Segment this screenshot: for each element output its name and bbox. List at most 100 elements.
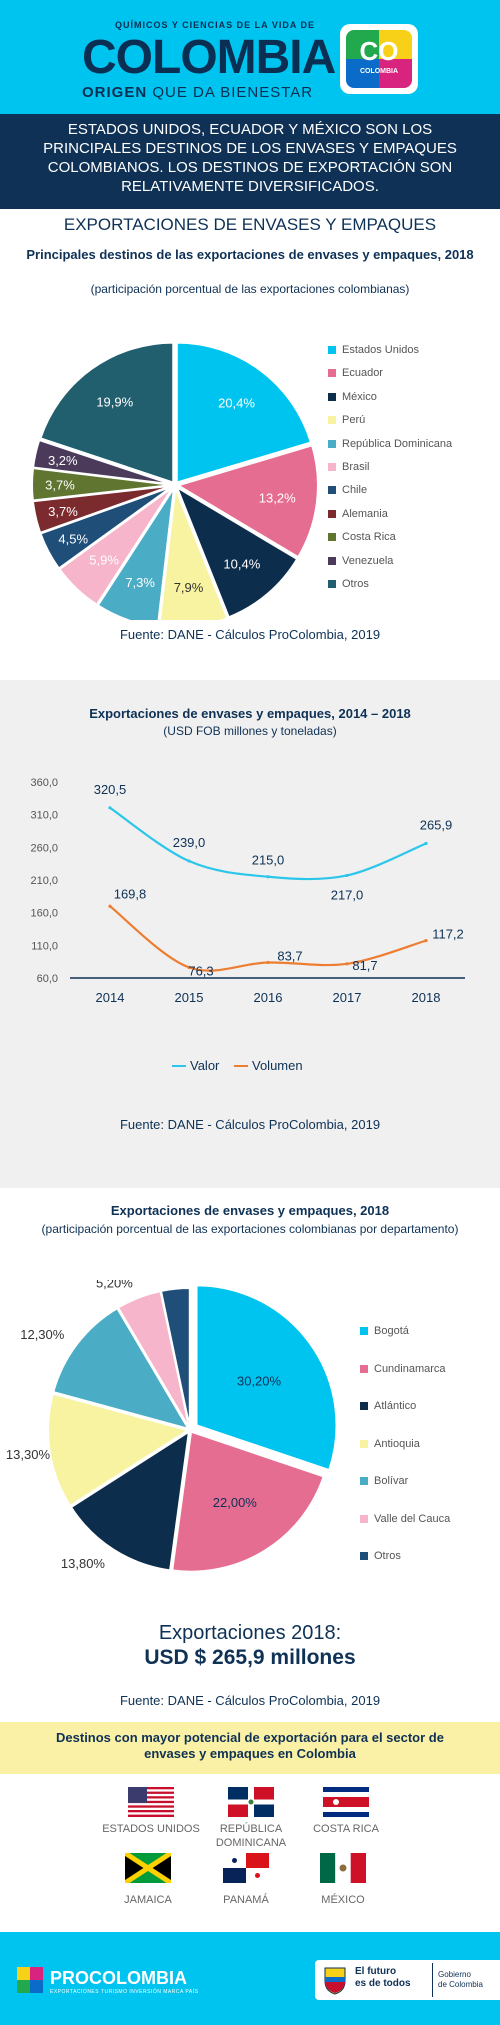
x-tick-label: 2018 [412,990,441,1005]
pie-label-otros: 3,30% [155,1280,192,1281]
legend-item-cundinamarca: Cundinamarca [360,1363,446,1377]
legend-item-mexico: México [328,391,377,405]
data-point-volumen [187,965,191,969]
legend-swatch [360,1477,368,1486]
country-name-dominican-republic: REPÚBLICA DOMINICANA [215,1823,287,1849]
legend-item-otros: Otros [328,578,369,592]
costa-rica-flag-icon [323,1787,369,1817]
pie-label-otros: 19,9% [96,394,133,409]
data-point-volumen [345,962,349,966]
data-label-valor: 265,9 [420,817,453,832]
country-name-jamaica: JAMAICA [124,1894,172,1906]
country-name-panama: PANAMÁ [223,1894,269,1906]
header-tagline-top: QUÍMICOS Y CIENCIAS DE LA VIDA DE [114,20,316,30]
pie-label-estados-unidos: 20,4% [218,395,255,410]
legend-label: Cundinamarca [374,1362,446,1375]
pie-label-bolivar: 12,30% [20,1327,65,1342]
legend-label: Valle del Cauca [374,1512,451,1525]
gov-slogan-line1: El futuro [355,1966,397,1977]
data-label-valor: 320,5 [94,782,127,797]
pie-slice-republica-dominicana [96,487,175,620]
legend-item-valle-del-cauca: Valle del Cauca [360,1513,450,1527]
legend-label: Alemania [342,507,388,520]
legend-item-republica-dominicana: República Dominicana [328,438,452,452]
data-point-valor [187,859,191,863]
line-section-bg [0,688,500,1188]
tagline-rest: QUE DA BIENESTAR [147,84,314,101]
legend-label: Antioquia [374,1437,420,1450]
legend-swatch [328,346,336,355]
gov-name-line2: de Colombia [438,1980,483,1989]
y-tick-label: 360,0 [30,777,58,789]
data-point-valor [345,873,349,878]
pie-slice-ecuador [175,444,319,559]
government-badge [315,1960,500,2000]
pie2-source: Fuente: DANE - Cálculos ProColombia, 201… [119,1693,381,1708]
data-point-volumen [424,939,428,943]
co-badge-sub: COLOMBIA [359,68,399,75]
section-divider [0,680,500,688]
pie-slice-mexico [174,484,299,619]
data-label-volumen: 117,2 [432,927,464,942]
procolombia-subtitle: EXPORTACIONES TURISMO INVERSIÓN MARCA PA… [50,1989,199,1995]
procolombia-name: PROCOLOMBIA [50,1968,187,1988]
pie1-subtitle: (participación porcentual de las exporta… [90,282,410,296]
legend-swatch [328,580,336,589]
legend-swatch [328,556,336,565]
y-tick-label: 310,0 [30,810,58,822]
legend-label: Bogotá [374,1325,409,1337]
legend-swatch [328,463,336,472]
pie-slice-atlantico [69,1429,191,1572]
legend-label: Estados Unidos [342,344,420,356]
line-chart-title: Exportaciones de envases y empaques, 201… [89,706,411,721]
pie-label-cundinamarca: 22,00% [213,1495,258,1510]
pie-slice-estados-unidos [175,341,313,484]
gov-separator [432,1963,433,1997]
legend-item-antioquia: Antioquia [360,1438,420,1452]
pie2-title: Exportaciones de envases y empaques, 201… [110,1203,390,1218]
data-label-valor: 239,0 [173,835,206,850]
pie-label-alemania: 3,7% [48,504,78,519]
panama-flag-icon [223,1853,269,1883]
pie2-legend: Bogotá Cundinamarca Atlántico Antioquia Bolí… [360,1325,500,1585]
y-tick-label: 60,0 [37,973,58,985]
jamaica-flag-icon [125,1853,171,1883]
legend-swatch [360,1514,368,1523]
line-chart-subtitle: (USD FOB millones y toneladas) [163,724,337,738]
pie-label-chile: 4,5% [58,532,88,547]
legend-swatch [328,533,336,542]
data-point-valor [266,875,270,879]
legend-label: Otros [374,1550,401,1562]
co-badge-tile [346,30,412,88]
pie1-title: Principales destinos de las exportacione… [26,247,474,262]
legend-label: Ecuador [342,367,383,380]
legend-item-brasil: Brasil [328,461,370,475]
pie2-subtitle: (participación porcentual de las exporta… [41,1222,459,1236]
pie-label-ecuador: 13,2% [259,491,296,506]
legend-item-otros: Otros [360,1550,401,1564]
data-label-volumen: 76,3 [188,963,213,978]
pie1-source: Fuente: DANE - Cálculos ProColombia, 201… [119,627,381,642]
legend-item-atlantico: Atlántico [360,1400,416,1414]
legend-item-costa-rica: Costa Rica [328,531,396,545]
co-badge-text: CO [359,36,399,66]
legend-swatch [328,509,336,518]
legend-swatch [328,439,336,448]
series-line-valor [109,806,427,881]
legend-item-ecuador: Ecuador [328,367,383,381]
country-name-costa-rica: COSTA RICA [313,1823,379,1835]
pie2-chart: 30,20% 22,00% 13,80% 13,30% 12,30% 5,20% 3,30% [6,1280,338,1573]
pie-slice-otros [159,1287,191,1429]
pie-slice-bolivar [52,1306,191,1431]
data-label-valor: 217,0 [331,887,364,902]
x-tick-label: 2015 [175,990,204,1005]
y-tick-label: 110,0 [31,940,58,952]
data-label-valor: 215,0 [252,853,285,868]
legend-swatch [360,1327,368,1336]
colombia-logo-text: COLOMBIA [82,31,336,84]
data-point-valor [108,806,112,810]
legend-swatch [360,1439,368,1448]
legend-swatch [328,369,336,378]
pie-label-republica-dominicana: 7,3% [125,575,155,590]
gov-slogan-line2: es de todos [355,1978,411,1989]
